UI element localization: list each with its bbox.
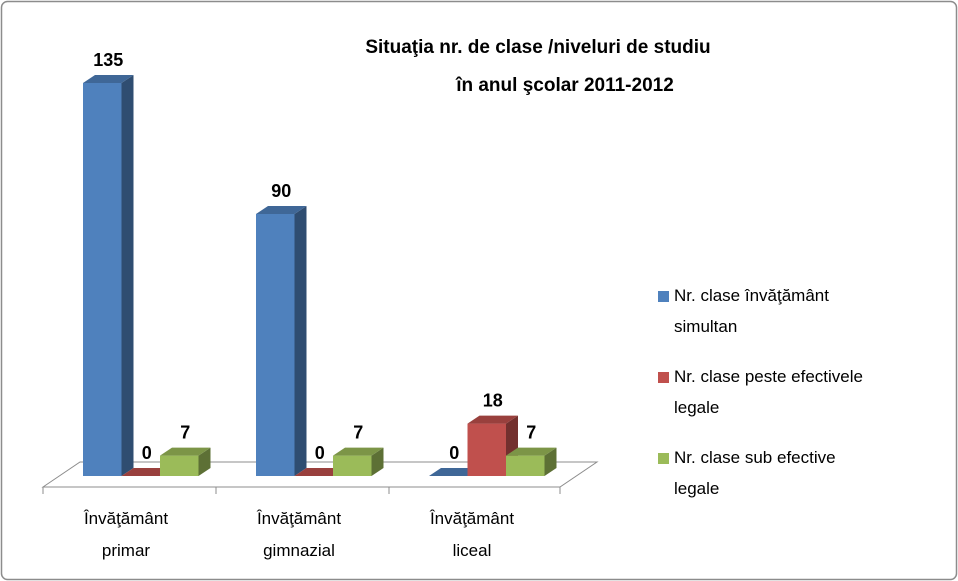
bar-top: [160, 447, 211, 456]
bar: [506, 447, 557, 476]
chart-title: Situaţia nr. de clase /niveluri de studi…: [365, 37, 710, 58]
bar: [429, 468, 480, 476]
bar-top: [83, 75, 134, 83]
bar-side: [294, 206, 307, 476]
bar: [333, 447, 384, 476]
bar-side: [544, 447, 557, 476]
bar-front: [83, 83, 122, 476]
legend-label: Nr. clase peste efectivele legale: [674, 367, 863, 417]
x-tick-label: Învăţământ gimnazial: [256, 509, 341, 560]
bar-top: [467, 415, 518, 424]
bar-top: [333, 447, 384, 456]
bar-front: [256, 214, 295, 476]
bar: [160, 447, 211, 476]
bar-top: [121, 468, 172, 476]
data-label: 135: [93, 50, 123, 70]
legend-swatch: [658, 453, 669, 464]
legend-label: Nr. clase învăţământ simultan: [674, 286, 829, 336]
bar: [256, 206, 307, 476]
data-label: 7: [526, 422, 536, 442]
bar-front: [160, 455, 199, 476]
data-label: 7: [180, 422, 190, 442]
data-label: 0: [142, 443, 152, 463]
bar: [121, 468, 172, 476]
bar: [83, 75, 134, 476]
x-tick-label: Învăţământ primar: [83, 509, 168, 560]
bar-front: [333, 455, 372, 476]
bar-top: [256, 206, 307, 214]
data-label: 0: [449, 443, 459, 463]
bar-side: [121, 75, 134, 476]
data-label: 7: [353, 422, 363, 442]
bar: [294, 468, 345, 476]
chart-title: în anul şcolar 2011-2012: [455, 75, 674, 96]
bar-top: [429, 468, 480, 476]
bar-front: [506, 455, 545, 476]
data-label: 90: [271, 181, 291, 201]
data-label: 0: [315, 443, 325, 463]
bar-front: [467, 423, 506, 476]
legend-label: Nr. clase sub efective legale: [674, 448, 836, 498]
data-label: 18: [483, 390, 503, 410]
legend-swatch: [658, 372, 669, 383]
legend-swatch: [658, 291, 669, 302]
bar-side: [371, 447, 384, 476]
x-tick-label: Învăţământ liceal: [429, 509, 514, 560]
bar-top: [294, 468, 345, 476]
bar-top: [506, 447, 557, 456]
bar-side: [198, 447, 211, 476]
